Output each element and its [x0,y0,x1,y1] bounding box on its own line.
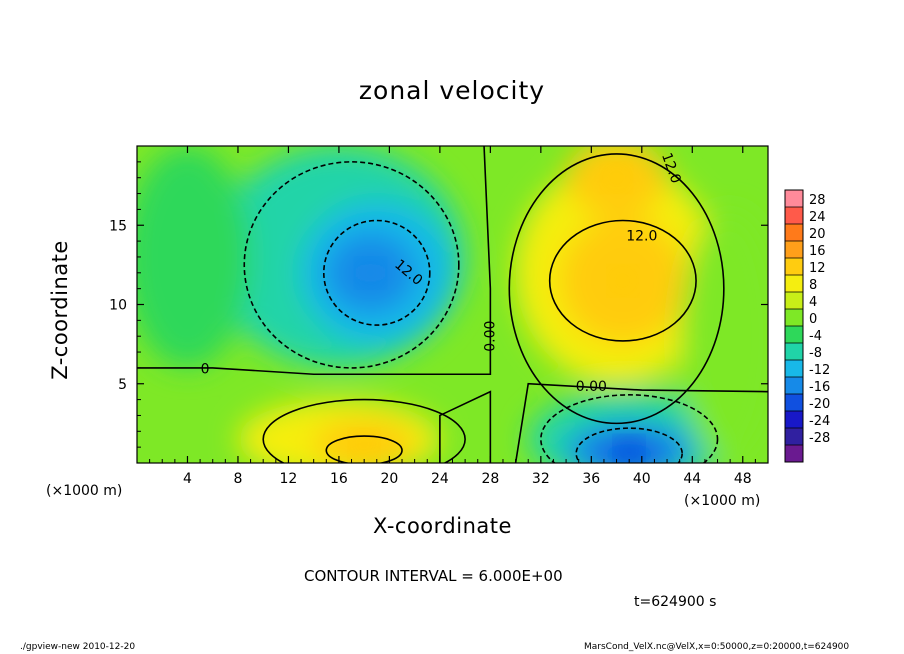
contour-label-5: 0 [201,361,210,377]
colorbar-label-4: 4 [809,295,817,310]
colorbar-label--4: -4 [809,329,822,344]
colorbar-label--24: -24 [809,414,830,429]
colorbar-cell-8 [785,326,803,344]
colorbar-label--28: -28 [809,431,830,446]
y-tick-label-5: 5 [118,377,127,393]
x-tick-label-44: 44 [683,471,701,487]
field-extreme-3 [617,438,642,463]
colorbar-cell-14 [785,428,803,446]
colorbar-label--16: -16 [809,380,830,395]
contour-zero-bottom [439,390,492,463]
field-region-11 [137,146,251,368]
y-tick-label-15: 15 [109,218,127,234]
colorbar-label-0: 0 [809,312,817,327]
x-tick-label-20: 20 [380,471,398,487]
contour-label-3: 12.0 [626,228,657,244]
field-extreme-2 [604,165,629,190]
x-tick-label-12: 12 [280,471,298,487]
contour-neg6-lower [540,394,719,463]
colorbar-cell-15 [785,445,803,463]
contour-zero-left [137,146,492,376]
contour-label-2: 0.00 [576,379,607,395]
colorbar-cell-3 [785,241,803,259]
colorbar: 28 24 20 16 12 8 4 0 -4 -8 -12 -16 -20 -24 -28 [784,189,830,463]
field-region-12 [679,209,768,463]
contour-pos6-upper [508,153,725,425]
colorbar-cell-13 [785,411,803,429]
colorbar-cell-5 [785,275,803,293]
colorbar-cell-11 [785,377,803,395]
x-tick-label-24: 24 [431,471,449,487]
x-tick-label-8: 8 [233,471,242,487]
x-tick-label-40: 40 [633,471,651,487]
colorbar-cell-10 [785,360,803,378]
plot-area [137,146,768,463]
colorbar-cell-12 [785,394,803,412]
colorbar-cell-0 [785,190,803,208]
contour-pos6-lower [262,398,466,463]
time-label: t=624900 s [634,594,717,610]
colorbar-label--12: -12 [809,363,830,378]
colorbar-cell-7 [785,309,803,327]
contour-interval-text: CONTOUR INTERVAL = 6.000E+00 [304,567,563,585]
contour-neg12-lower [575,427,683,463]
x-axis-label: X-coordinate [373,514,512,538]
x-unit-label-left: (×1000 m) [46,483,123,499]
x-tick-label-32: 32 [532,471,550,487]
colorbar-label-12: 12 [809,261,826,276]
y-tick-label-10: 10 [109,298,127,314]
contour-pos12-lower [325,435,403,463]
colorbar-label-16: 16 [809,244,826,259]
contour-pos12-upper [548,219,697,342]
colorbar-cell-2 [785,224,803,242]
colorbar-cell-4 [785,258,803,276]
field-extreme-4 [352,431,377,456]
x-tick-label-36: 36 [582,471,600,487]
contour-label-1: 0.00 [482,321,498,352]
x-tick-label-16: 16 [330,471,348,487]
x-tick-label-48: 48 [734,471,752,487]
contour-zero-right [514,382,768,463]
contour-neg12-upper [322,219,431,326]
colorbar-cell-6 [785,292,803,310]
colorbar-label-8: 8 [809,278,817,293]
colorbar-label-20: 20 [809,227,826,242]
colorbar-label-28: 28 [809,193,826,208]
colorbar-label--20: -20 [809,397,830,412]
field-extreme-1 [610,268,635,293]
colorbar-cell-1 [785,207,803,225]
field-extreme-0 [358,260,383,285]
colorbar-label-24: 24 [809,210,826,225]
colorbar-cell-9 [785,343,803,361]
x-tick-label-28: 28 [481,471,499,487]
chart-title: zonal velocity [358,76,546,105]
footer-left: ./gpview-new 2010-12-20 [20,642,136,652]
x-unit-label-right: (×1000 m) [684,493,761,509]
x-tick-label-4: 4 [183,471,192,487]
footer-right: MarsCond_VelX.nc@VelX,x=0:50000,z=0:2000… [584,642,850,652]
contour-neg6-upper [243,161,460,369]
colorbar-label--8: -8 [809,346,822,361]
